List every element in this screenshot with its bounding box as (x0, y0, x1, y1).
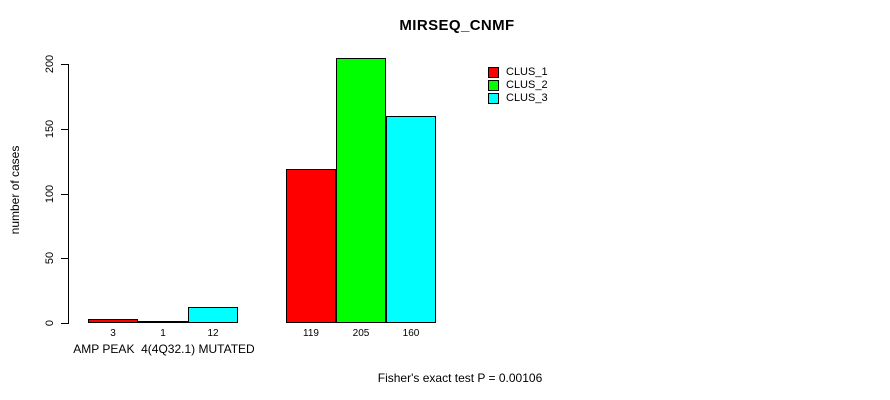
bar-value-label: 1 (160, 328, 166, 339)
y-tick-label: 100 (44, 184, 56, 204)
y-axis-line (68, 64, 69, 324)
legend: CLUS_1 CLUS_2 CLUS_3 (488, 66, 548, 105)
y-tick-mark (61, 323, 68, 324)
bar-clus_3-group2 (386, 116, 436, 323)
legend-label: CLUS_1 (506, 66, 548, 78)
bar-clus_2-group1 (138, 321, 188, 323)
y-tick-label: 200 (44, 54, 56, 74)
bar-clus_1-group2 (286, 169, 336, 323)
y-axis-label: number of cases (8, 145, 22, 235)
bar-value-label: 160 (402, 328, 420, 339)
bar-value-label: 3 (110, 328, 116, 339)
legend-label: CLUS_2 (506, 79, 548, 91)
y-tick-label: 50 (44, 251, 56, 265)
legend-row: CLUS_2 (488, 79, 548, 92)
legend-row: CLUS_1 (488, 66, 548, 79)
chart-title: MIRSEQ_CNMF (399, 17, 515, 34)
bar-clus_2-group2 (336, 58, 386, 323)
legend-swatch-icon (488, 67, 499, 78)
bar-clus_3-group1 (188, 307, 238, 323)
bar-value-label: 12 (207, 328, 219, 339)
y-tick-label: 0 (44, 319, 56, 327)
fisher-test-annotation: Fisher's exact test P = 0.00106 (377, 371, 543, 385)
legend-swatch-icon (488, 93, 499, 104)
group-label-amp-peak: AMP PEAK 4(4Q32.1) MUTATED (73, 342, 255, 356)
legend-label: CLUS_3 (506, 92, 548, 104)
y-tick-mark (61, 194, 68, 195)
bar-clus_1-group1 (88, 319, 138, 323)
bar-value-label: 119 (303, 328, 319, 339)
legend-swatch-icon (488, 80, 499, 91)
y-tick-mark (61, 64, 68, 65)
y-tick-mark (61, 129, 68, 130)
y-tick-mark (61, 258, 68, 259)
bar-value-label: 205 (352, 328, 370, 339)
y-tick-label: 150 (44, 119, 56, 139)
legend-row: CLUS_3 (488, 92, 548, 105)
